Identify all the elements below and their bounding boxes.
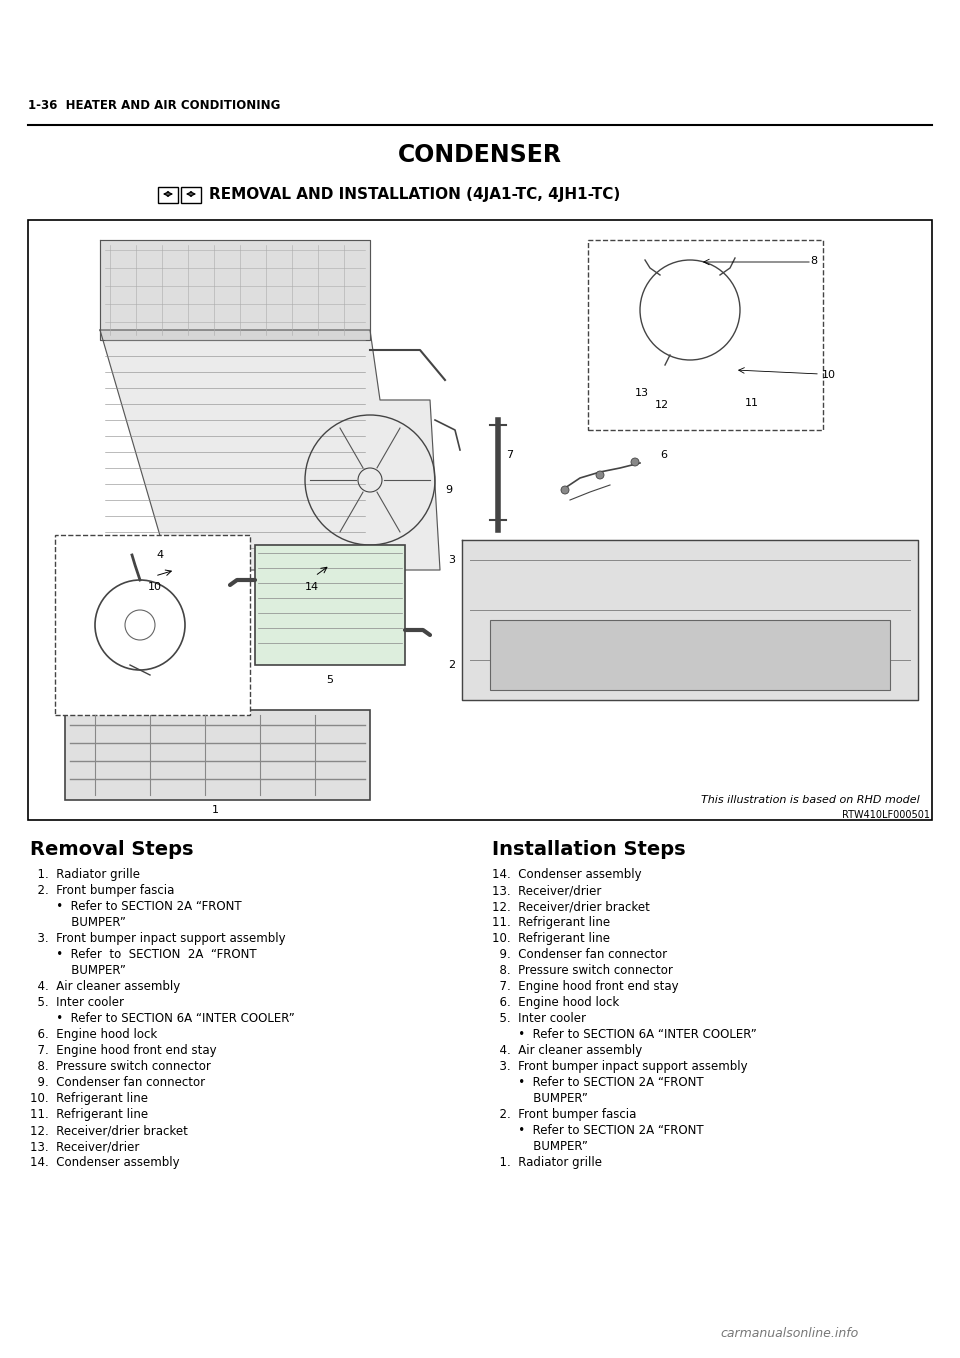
Text: 10.  Refrigerant line: 10. Refrigerant line xyxy=(492,932,610,945)
Text: 6: 6 xyxy=(660,449,667,460)
Circle shape xyxy=(596,471,604,479)
Polygon shape xyxy=(100,330,440,570)
Text: 13.  Receiver/drier: 13. Receiver/drier xyxy=(30,1139,139,1153)
Polygon shape xyxy=(462,540,918,699)
Text: 5.  Inter cooler: 5. Inter cooler xyxy=(492,1012,586,1025)
Text: 13: 13 xyxy=(635,388,649,398)
Text: Installation Steps: Installation Steps xyxy=(492,841,685,860)
Text: 7.  Engine hood front end stay: 7. Engine hood front end stay xyxy=(30,1044,217,1057)
Circle shape xyxy=(561,486,569,494)
Text: BUMPER”: BUMPER” xyxy=(492,1139,588,1153)
Text: REMOVAL AND INSTALLATION (4JA1-TC, 4JH1-TC): REMOVAL AND INSTALLATION (4JA1-TC, 4JH1-… xyxy=(209,187,620,202)
Text: 3.  Front bumper inpact support assembly: 3. Front bumper inpact support assembly xyxy=(30,932,286,945)
Text: RTW410LF000501: RTW410LF000501 xyxy=(842,809,930,820)
Text: 4.  Air cleaner assembly: 4. Air cleaner assembly xyxy=(492,1044,642,1057)
Text: Removal Steps: Removal Steps xyxy=(30,841,194,860)
Bar xyxy=(28,220,932,820)
Text: 12: 12 xyxy=(655,401,669,410)
Text: 11.  Refrigerant line: 11. Refrigerant line xyxy=(492,917,611,929)
Bar xyxy=(65,710,370,800)
Polygon shape xyxy=(100,240,370,340)
Text: 9.  Condenser fan connector: 9. Condenser fan connector xyxy=(30,1076,205,1089)
Text: 6.  Engine hood lock: 6. Engine hood lock xyxy=(492,995,619,1009)
Bar xyxy=(490,621,890,690)
Text: 14.  Condenser assembly: 14. Condenser assembly xyxy=(30,1156,180,1169)
Text: 6.  Engine hood lock: 6. Engine hood lock xyxy=(30,1028,157,1042)
Text: 8.  Pressure switch connector: 8. Pressure switch connector xyxy=(492,964,673,976)
Text: 10: 10 xyxy=(148,583,162,592)
Text: 14: 14 xyxy=(305,583,319,592)
Text: 12.  Receiver/drier bracket: 12. Receiver/drier bracket xyxy=(492,900,650,913)
Text: •  Refer to SECTION 2A “FRONT: • Refer to SECTION 2A “FRONT xyxy=(30,900,242,913)
Text: BUMPER”: BUMPER” xyxy=(30,917,126,929)
Text: 3: 3 xyxy=(448,555,455,565)
Circle shape xyxy=(631,458,639,466)
Text: 10: 10 xyxy=(822,369,836,380)
Text: 1.  Radiator grille: 1. Radiator grille xyxy=(492,1156,602,1169)
Text: •  Refer to SECTION 2A “FRONT: • Refer to SECTION 2A “FRONT xyxy=(492,1076,704,1089)
Text: 9: 9 xyxy=(445,485,452,496)
Text: This illustration is based on RHD model: This illustration is based on RHD model xyxy=(701,794,920,805)
Bar xyxy=(255,545,405,665)
Text: 2.  Front bumper fascia: 2. Front bumper fascia xyxy=(492,1108,636,1120)
Text: 4: 4 xyxy=(156,550,163,559)
Text: •  Refer to SECTION 6A “INTER COOLER”: • Refer to SECTION 6A “INTER COOLER” xyxy=(30,1012,295,1025)
Text: 5: 5 xyxy=(326,675,333,684)
Text: 1-36  HEATER AND AIR CONDITIONING: 1-36 HEATER AND AIR CONDITIONING xyxy=(28,99,280,111)
Text: carmanualsonline.info: carmanualsonline.info xyxy=(721,1327,859,1340)
Text: 1: 1 xyxy=(211,805,219,815)
Text: 12.  Receiver/drier bracket: 12. Receiver/drier bracket xyxy=(30,1124,188,1137)
Text: 7.  Engine hood front end stay: 7. Engine hood front end stay xyxy=(492,980,679,993)
Text: 10.  Refrigerant line: 10. Refrigerant line xyxy=(30,1092,148,1105)
Text: 11: 11 xyxy=(745,398,759,407)
Text: BUMPER”: BUMPER” xyxy=(30,964,126,976)
Text: 1.  Radiator grille: 1. Radiator grille xyxy=(30,868,140,881)
Text: 9.  Condenser fan connector: 9. Condenser fan connector xyxy=(492,948,667,961)
Text: 8: 8 xyxy=(810,257,817,266)
Text: 2: 2 xyxy=(448,660,455,669)
FancyBboxPatch shape xyxy=(588,240,823,430)
Text: 7: 7 xyxy=(506,449,514,460)
Text: 4.  Air cleaner assembly: 4. Air cleaner assembly xyxy=(30,980,180,993)
Text: BUMPER”: BUMPER” xyxy=(492,1092,588,1105)
Text: 3.  Front bumper inpact support assembly: 3. Front bumper inpact support assembly xyxy=(492,1061,748,1073)
Text: •  Refer to SECTION 2A “FRONT: • Refer to SECTION 2A “FRONT xyxy=(492,1124,704,1137)
Text: 5.  Inter cooler: 5. Inter cooler xyxy=(30,995,124,1009)
Bar xyxy=(158,187,178,202)
Text: CONDENSER: CONDENSER xyxy=(398,143,562,167)
Text: 14.  Condenser assembly: 14. Condenser assembly xyxy=(492,868,641,881)
Text: 13.  Receiver/drier: 13. Receiver/drier xyxy=(492,884,601,898)
Text: 11.  Refrigerant line: 11. Refrigerant line xyxy=(30,1108,148,1120)
Text: 8.  Pressure switch connector: 8. Pressure switch connector xyxy=(30,1061,211,1073)
FancyBboxPatch shape xyxy=(55,535,250,716)
Bar xyxy=(181,187,201,202)
Text: 2.  Front bumper fascia: 2. Front bumper fascia xyxy=(30,884,175,898)
Text: •  Refer to SECTION 6A “INTER COOLER”: • Refer to SECTION 6A “INTER COOLER” xyxy=(492,1028,756,1042)
Text: •  Refer  to  SECTION  2A  “FRONT: • Refer to SECTION 2A “FRONT xyxy=(30,948,256,961)
